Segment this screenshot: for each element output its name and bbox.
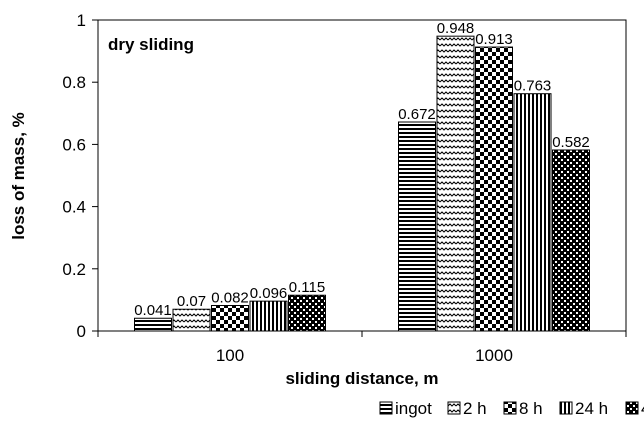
plot-area-frame <box>97 19 627 332</box>
legend-swatch-8h <box>503 401 517 415</box>
bar-ingot-100 <box>134 317 172 332</box>
legend-label: 2 h <box>463 399 487 418</box>
legend-label: 24 h <box>575 399 608 418</box>
annotation: dry sliding <box>108 35 194 54</box>
x-tick-label: 1000 <box>475 346 513 365</box>
legend-label: 48 h <box>641 399 644 418</box>
x-axis-title: sliding distance, m <box>285 369 438 388</box>
data-label: 0.07 <box>177 293 206 310</box>
data-label: 0.115 <box>289 279 325 296</box>
x-tick-label: 100 <box>216 346 244 365</box>
bar-ingot-1000 <box>398 121 436 332</box>
data-label: 0.041 <box>134 302 172 319</box>
data-label: 0.913 <box>475 31 513 48</box>
y-axis-ticks: 0 0.2 0.4 0.6 0.8 1 <box>62 11 98 341</box>
bars-group <box>134 35 590 332</box>
bar-48h-1000 <box>552 149 590 332</box>
data-label: 0.763 <box>514 78 552 95</box>
bar-2h-100 <box>172 308 211 332</box>
bar-8h-100 <box>211 304 249 332</box>
bar-48h-100 <box>288 294 326 332</box>
y-tick-label: 0.2 <box>62 260 86 279</box>
bar-24h-100 <box>249 300 288 332</box>
data-label: 0.582 <box>552 134 590 151</box>
legend-swatch-24h <box>559 401 573 415</box>
data-label: 0.096 <box>250 285 288 302</box>
y-axis-title: loss of mass, % <box>9 112 28 240</box>
legend-label: ingot <box>395 399 432 418</box>
legend-label: 8 h <box>519 399 543 418</box>
data-label: 0.948 <box>437 20 475 37</box>
y-tick-label: 0 <box>77 322 86 341</box>
legend-swatch-48h <box>625 401 639 415</box>
legend: ingot 2 h 8 h 24 h 48 h <box>379 399 644 418</box>
y-tick-label: 0.4 <box>62 198 86 217</box>
legend-swatch-2h <box>447 401 461 415</box>
data-label: 0.672 <box>398 106 436 123</box>
legend-swatch-ingot <box>379 401 393 415</box>
y-tick-label: 0.6 <box>62 135 86 154</box>
bar-2h-1000 <box>436 35 475 332</box>
bar-8h-1000 <box>475 46 513 332</box>
bar-24h-1000 <box>513 93 552 332</box>
x-axis-ticks: 100 1000 <box>97 331 627 365</box>
y-tick-label: 0.8 <box>62 73 86 92</box>
data-label: 0.082 <box>211 289 249 306</box>
y-tick-label: 1 <box>77 11 86 30</box>
